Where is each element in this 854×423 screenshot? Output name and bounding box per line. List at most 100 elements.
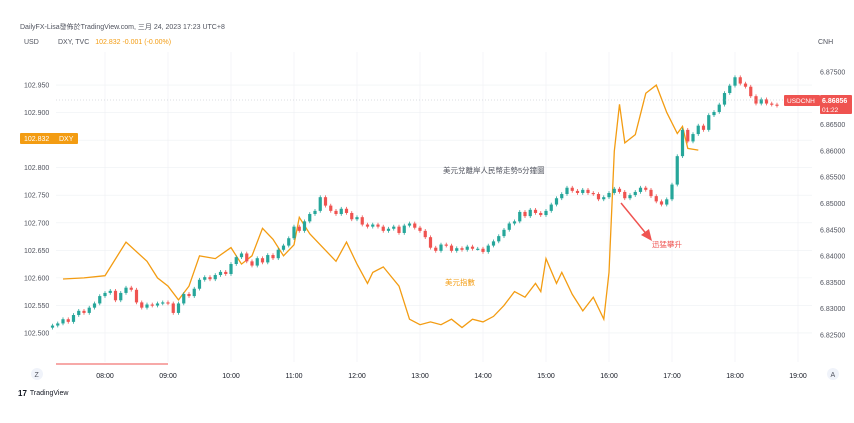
candle (507, 221, 511, 232)
candle (617, 186, 622, 194)
candle (98, 294, 102, 306)
auto-zoom-button[interactable]: Z (31, 368, 43, 380)
candle (638, 185, 643, 194)
candle (124, 285, 128, 295)
candle-body (764, 99, 769, 104)
candle (218, 270, 223, 277)
candle-body (418, 227, 422, 231)
candle-body (722, 93, 727, 105)
candle-body (728, 85, 732, 94)
candle-body (507, 223, 511, 230)
candle-body (717, 104, 721, 112)
candle (623, 190, 627, 201)
candle (644, 185, 648, 192)
candle (418, 225, 422, 233)
candle-body (61, 319, 65, 324)
candle-body (98, 296, 102, 304)
candle (61, 317, 65, 326)
candle (544, 209, 548, 217)
candle-body (260, 258, 265, 263)
candle-body (176, 303, 181, 313)
candle-body (554, 198, 559, 205)
candle-body (302, 221, 307, 231)
time-tick-label: 10:00 (222, 373, 240, 380)
candle (182, 292, 186, 306)
candle-body (213, 275, 217, 280)
candle (749, 84, 753, 99)
candle (245, 251, 249, 264)
candle-body (250, 261, 254, 266)
dxy-label-annotation: 美元指數 (445, 277, 475, 287)
left-axis-unit: USD (24, 39, 39, 46)
right-tick-label: 6.84500 (820, 227, 845, 234)
candle-body (371, 224, 375, 227)
candle-body (350, 212, 354, 220)
candle (329, 203, 333, 213)
candle-body (113, 290, 118, 301)
candle (434, 245, 438, 253)
candle-body (455, 248, 459, 251)
candle-body (218, 271, 223, 276)
candle-body (434, 247, 438, 251)
candle-body (192, 288, 196, 297)
candle (554, 196, 559, 207)
candle-body (103, 292, 107, 297)
candle (266, 253, 270, 265)
candle-body (297, 226, 301, 231)
candle-body (92, 303, 97, 308)
candle (292, 224, 296, 241)
candle (413, 221, 417, 230)
candle (371, 222, 375, 229)
candle (549, 202, 553, 213)
candle (754, 94, 758, 106)
candle-body (386, 228, 391, 231)
candle-body (339, 208, 343, 215)
candle-body (360, 217, 364, 225)
candle-body (56, 323, 60, 326)
right-axis-unit: CNH (818, 39, 834, 46)
candle-body (707, 115, 711, 130)
candle-body (124, 287, 128, 293)
candle (402, 223, 406, 235)
candle (224, 270, 228, 276)
candle (722, 91, 727, 107)
candle-body (166, 302, 170, 304)
candle-body (161, 302, 165, 304)
chart-grid (56, 52, 812, 362)
candle (145, 302, 149, 310)
candle-body (465, 246, 469, 250)
candle (759, 97, 763, 106)
time-axis: 08:00 09:00 10:00 11:00 12:00 13:00 14:00 15:00… (96, 373, 807, 380)
svg-text:Z: Z (35, 372, 40, 379)
candle (560, 192, 564, 201)
time-tick-label: 08:00 (96, 373, 114, 380)
candle (255, 256, 259, 268)
candle (596, 192, 601, 202)
candle-body (413, 223, 417, 228)
candle (691, 132, 695, 144)
candle (743, 81, 748, 89)
left-tick-label: 102.650 (24, 248, 49, 255)
candle-body (575, 190, 580, 193)
legend-value: 102.832 -0.001 (-0.00%) (95, 39, 172, 46)
time-tick-label: 16:00 (600, 373, 618, 380)
candle-body (644, 187, 648, 190)
symbol-legend[interactable]: DXY, TVC 102.832 -0.001 (-0.00%) (58, 39, 171, 46)
candle (197, 277, 202, 291)
candle (339, 206, 343, 216)
tradingview-footer: 17 TradingView (18, 389, 68, 398)
candle-body (77, 310, 81, 316)
candle-body (239, 253, 244, 258)
candle-body (292, 226, 296, 239)
candle (287, 236, 291, 248)
candle-body (334, 210, 338, 215)
candle (360, 215, 364, 227)
candle (659, 199, 664, 207)
candle (539, 211, 543, 217)
candle (140, 300, 144, 310)
auto-scale-button[interactable]: A (827, 368, 839, 380)
candle (686, 128, 690, 144)
candle (108, 288, 112, 295)
usdcnh-tag-label: USDCNH (787, 98, 815, 105)
